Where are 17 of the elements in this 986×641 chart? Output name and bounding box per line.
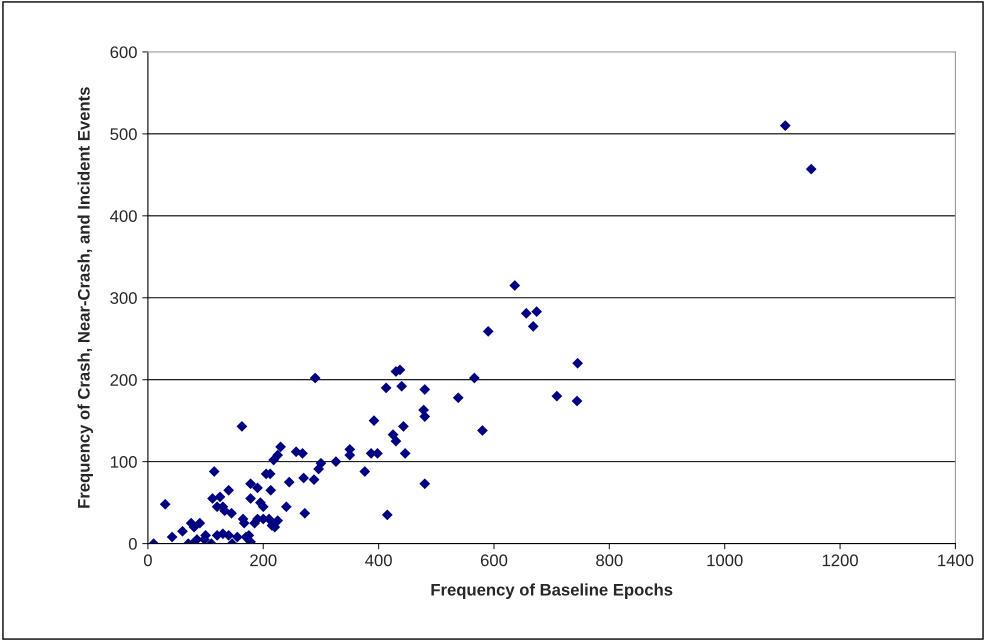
- y-tick-label: 500: [110, 128, 137, 140]
- x-axis-title: Frequency of Baseline Epochs: [431, 583, 672, 599]
- x-tick-label: 1000: [707, 554, 743, 566]
- x-tick-label: 1400: [938, 554, 974, 566]
- y-tick-label: 300: [110, 292, 137, 304]
- x-tick-label: 1200: [822, 554, 858, 566]
- x-tick-label: 400: [365, 554, 392, 566]
- y-tick-label: 400: [110, 210, 137, 222]
- x-tick-label: 200: [250, 554, 277, 566]
- x-tick-label: 0: [144, 554, 152, 566]
- y-tick-label: 0: [128, 538, 137, 550]
- y-axis-title: Frequency of Crash, Near-Crash, and Incident Events: [77, 87, 94, 508]
- y-tick-label: 100: [110, 456, 137, 468]
- x-tick-label: 800: [596, 554, 623, 566]
- x-tick-label: 600: [480, 554, 508, 566]
- y-tick-label: 200: [110, 374, 137, 386]
- y-tick-label: 600: [110, 46, 137, 58]
